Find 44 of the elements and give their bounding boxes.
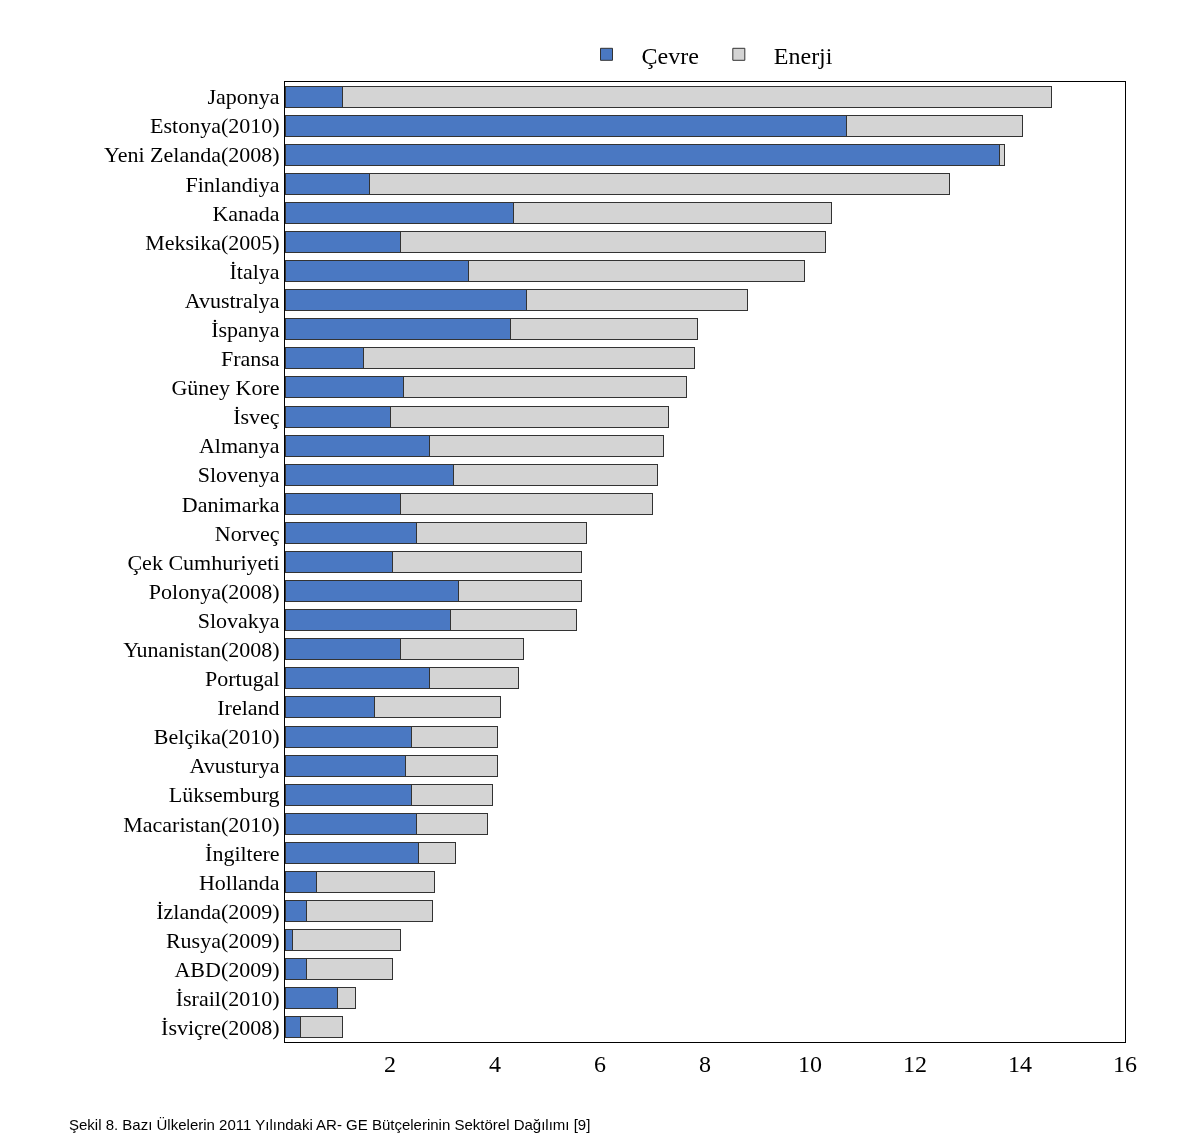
y-tick-label: Yeni Zelanda(2008)	[104, 142, 280, 168]
y-tick-label: ABD(2009)	[174, 956, 280, 982]
x-tick-label: 12	[903, 1050, 927, 1077]
y-tick-label: Belçika(2010)	[153, 724, 280, 750]
y-tick-label: Yunanistan(2008)	[123, 636, 280, 662]
y-tick-label: Lüksemburg	[168, 782, 280, 808]
y-tick-label: Kanada	[212, 200, 280, 226]
y-tick-label: İzlanda(2009)	[156, 898, 280, 924]
y-tick-label: Çek Cumhuriyeti	[127, 549, 280, 575]
text: Şekil 8. Bazı Ülkelerin 2011 Yılındaki AR- GE Bütçelerinin Sektörel Dağılımı [9]	[69, 1116, 591, 1133]
y-tick-label: Japonya	[207, 84, 280, 110]
y-tick-label: Danimarka	[181, 491, 280, 517]
y-tick-label: İsrail(2010)	[175, 986, 280, 1012]
legend-label: Enerji	[773, 42, 833, 69]
x-tick-label: 8	[699, 1050, 711, 1077]
y-tick-label: Norveç	[214, 520, 280, 546]
x-tick-label: 2	[384, 1050, 396, 1077]
y-tick-label: Almanya	[198, 433, 280, 459]
y-tick-label: İsveç	[233, 404, 280, 430]
y-tick-label: Portugal	[205, 666, 280, 692]
y-tick-label: Slovenya	[197, 462, 280, 488]
y-tick-label: Avusturya	[189, 753, 280, 779]
y-tick-label: Ireland	[217, 695, 280, 721]
y-tick-label: İspanya	[211, 316, 280, 342]
y-tick-label: Macaristan(2010)	[123, 811, 280, 837]
y-tick-label: İngiltere	[205, 840, 280, 866]
y-tick-label: Fransa	[220, 346, 280, 372]
y-tick-label: Rusya(2009)	[165, 927, 280, 953]
y-tick-label: Estonya(2010)	[150, 113, 280, 139]
x-tick-label: 4	[489, 1050, 501, 1077]
x-tick-label: 16	[1113, 1050, 1137, 1077]
y-tick-label: İsviçre(2008)	[161, 1015, 280, 1041]
y-tick-label: Meksika(2005)	[145, 229, 280, 255]
y-tick-label: İtalya	[229, 258, 280, 284]
y-tick-label: Finlandiya	[185, 171, 280, 197]
x-tick-label: 14	[1008, 1050, 1032, 1077]
y-tick-label: Hollanda	[198, 869, 280, 895]
y-tick-label: Slovakya	[197, 607, 280, 633]
legend-label: Çevre	[641, 42, 699, 69]
y-tick-label: Polonya(2008)	[148, 578, 280, 604]
x-tick-label: 10	[798, 1050, 822, 1077]
y-tick-label: Güney Kore	[171, 375, 280, 401]
y-tick-label: Avustralya	[184, 287, 280, 313]
x-tick-label: 6	[594, 1050, 606, 1077]
